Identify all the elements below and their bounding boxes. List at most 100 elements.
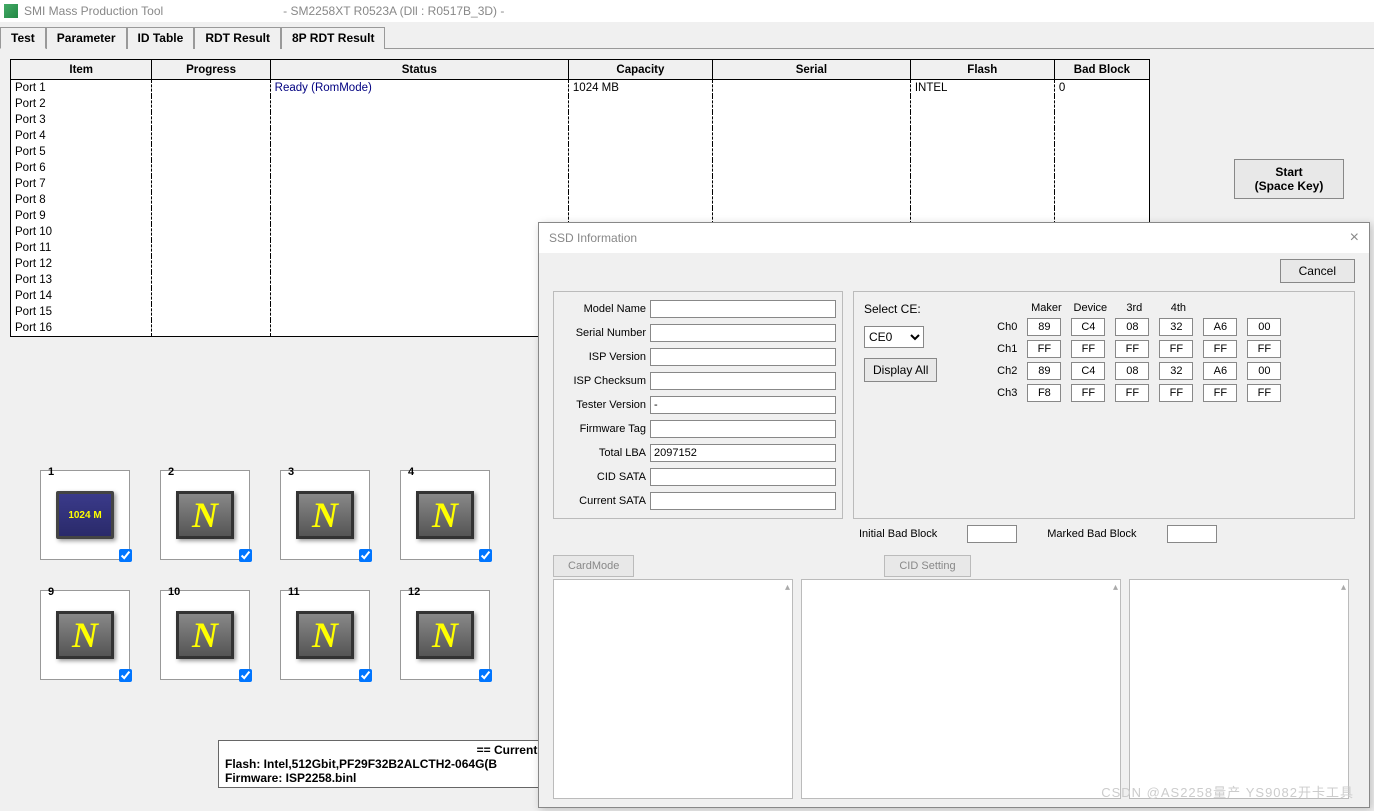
ssd-info-fields: Model NameSerial NumberISP VersionISP Ch… — [553, 291, 843, 519]
port-slot-2[interactable]: 2N — [160, 470, 250, 560]
port-number: 10 — [168, 586, 180, 598]
info-row-cid-sata: CID SATA — [560, 468, 836, 486]
channel-value[interactable] — [1027, 362, 1061, 380]
port-frame: N — [400, 590, 490, 680]
info-input[interactable] — [650, 444, 836, 462]
port-checkbox[interactable] — [239, 669, 252, 682]
port-checkbox[interactable] — [239, 549, 252, 562]
table-row[interactable]: Port 1Ready (RomMode)1024 MBINTEL0 — [11, 80, 1150, 96]
channel-value[interactable] — [1115, 318, 1149, 336]
ch-header: 4th — [1159, 302, 1197, 314]
marked-bad-input[interactable] — [1167, 525, 1217, 543]
channel-value[interactable] — [1027, 384, 1061, 402]
info-input[interactable] — [650, 492, 836, 510]
start-button[interactable]: Start (Space Key) — [1234, 159, 1344, 199]
info-row-tester-version: Tester Version — [560, 396, 836, 414]
channel-value[interactable] — [1203, 384, 1237, 402]
port-checkbox[interactable] — [359, 549, 372, 562]
channel-value[interactable] — [1115, 340, 1149, 358]
info-row-isp-checksum: ISP Checksum — [560, 372, 836, 390]
col-bad-block: Bad Block — [1054, 60, 1149, 80]
select-ce-label: Select CE: — [864, 302, 937, 316]
port-number: 1 — [48, 466, 54, 478]
close-icon[interactable]: × — [1350, 229, 1359, 247]
info-input[interactable] — [650, 372, 836, 390]
port-checkbox[interactable] — [119, 549, 132, 562]
channel-value[interactable] — [1027, 318, 1061, 336]
dialog-title: SSD Information — [549, 231, 637, 245]
port-icons-grid: 11024 M2N3N4N9N10N11N12N — [20, 460, 580, 690]
port-frame: N — [160, 470, 250, 560]
cid-setting-tab[interactable]: CID Setting — [884, 555, 970, 577]
info-input[interactable] — [650, 396, 836, 414]
port-slot-11[interactable]: 11N — [280, 590, 370, 680]
channel-value[interactable] — [1159, 362, 1193, 380]
channel-value[interactable] — [1203, 362, 1237, 380]
table-row[interactable]: Port 6 — [11, 160, 1150, 176]
port-number: 2 — [168, 466, 174, 478]
channel-value[interactable] — [1159, 384, 1193, 402]
port-checkbox[interactable] — [479, 549, 492, 562]
ch-header: 3rd — [1115, 302, 1153, 314]
info-input[interactable] — [650, 468, 836, 486]
table-row[interactable]: Port 2 — [11, 96, 1150, 112]
channel-value[interactable] — [1115, 362, 1149, 380]
table-row[interactable]: Port 5 — [11, 144, 1150, 160]
tab-id-table[interactable]: ID Table — [127, 27, 195, 49]
tab-test[interactable]: Test — [0, 27, 46, 49]
display-all-button[interactable]: Display All — [864, 358, 937, 382]
watermark: CSDN @AS2258量产 YS9082开卡工具 — [1101, 782, 1354, 801]
port-frame: N — [40, 590, 130, 680]
empty-slot-icon: N — [176, 491, 234, 539]
device-chip-icon: 1024 M — [56, 491, 114, 539]
port-frame: N — [160, 590, 250, 680]
empty-slot-icon: N — [416, 491, 474, 539]
channel-value[interactable] — [1071, 340, 1105, 358]
port-slot-4[interactable]: 4N — [400, 470, 490, 560]
info-row-current-sata: Current SATA — [560, 492, 836, 510]
channel-value[interactable] — [1159, 318, 1193, 336]
info-input[interactable] — [650, 300, 836, 318]
channel-value[interactable] — [1247, 362, 1281, 380]
port-checkbox[interactable] — [119, 669, 132, 682]
port-slot-10[interactable]: 10N — [160, 590, 250, 680]
tab-rdt-result[interactable]: RDT Result — [194, 27, 281, 49]
select-ce-dropdown[interactable]: CE0 — [864, 326, 924, 348]
port-slot-3[interactable]: 3N — [280, 470, 370, 560]
channel-value[interactable] — [1027, 340, 1061, 358]
channel-value[interactable] — [1115, 384, 1149, 402]
channel-label: Ch1 — [991, 343, 1021, 355]
port-slot-1[interactable]: 11024 M — [40, 470, 130, 560]
channel-value[interactable] — [1247, 340, 1281, 358]
port-slot-9[interactable]: 9N — [40, 590, 130, 680]
tab-8p-rdt-result[interactable]: 8P RDT Result — [281, 27, 385, 49]
table-row[interactable]: Port 4 — [11, 128, 1150, 144]
port-frame: N — [280, 590, 370, 680]
port-frame: 1024 M — [40, 470, 130, 560]
info-label: Tester Version — [560, 399, 646, 411]
info-input[interactable] — [650, 324, 836, 342]
channel-value[interactable] — [1071, 318, 1105, 336]
table-row[interactable]: Port 3 — [11, 112, 1150, 128]
channel-value[interactable] — [1247, 318, 1281, 336]
info-label: Current SATA — [560, 495, 646, 507]
initial-bad-input[interactable] — [967, 525, 1017, 543]
cardmode-tab[interactable]: CardMode — [553, 555, 634, 577]
port-number: 11 — [288, 586, 300, 598]
table-row[interactable]: Port 7 — [11, 176, 1150, 192]
port-slot-12[interactable]: 12N — [400, 590, 490, 680]
info-input[interactable] — [650, 420, 836, 438]
channel-value[interactable] — [1203, 318, 1237, 336]
channel-value[interactable] — [1203, 340, 1237, 358]
port-checkbox[interactable] — [479, 669, 492, 682]
tab-parameter[interactable]: Parameter — [46, 27, 127, 49]
channel-value[interactable] — [1071, 362, 1105, 380]
table-row[interactable]: Port 8 — [11, 192, 1150, 208]
info-label: Firmware Tag — [560, 423, 646, 435]
cancel-button[interactable]: Cancel — [1280, 259, 1355, 283]
channel-value[interactable] — [1159, 340, 1193, 358]
channel-value[interactable] — [1071, 384, 1105, 402]
port-checkbox[interactable] — [359, 669, 372, 682]
channel-value[interactable] — [1247, 384, 1281, 402]
info-input[interactable] — [650, 348, 836, 366]
